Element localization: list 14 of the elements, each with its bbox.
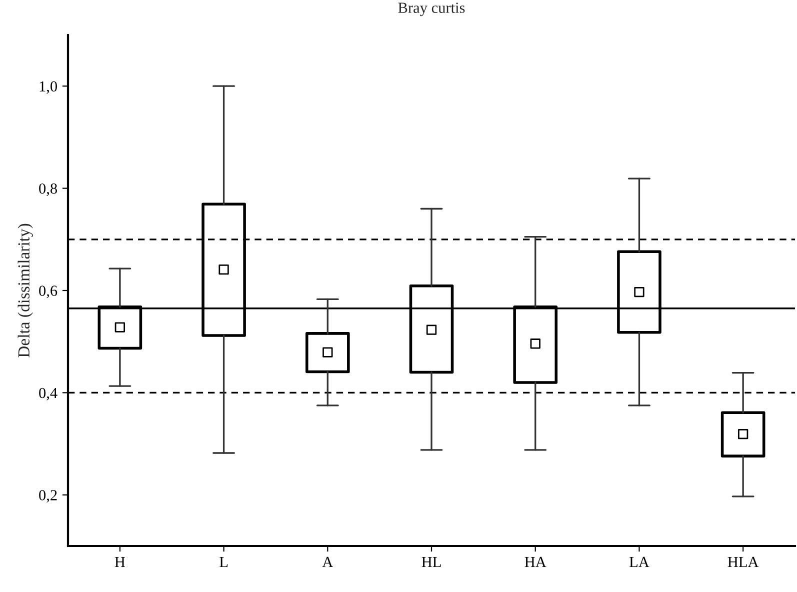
chart-title: Bray curtis [398,2,465,16]
x-tick-label: LA [629,556,650,568]
x-tick-label: HLA [728,556,759,568]
x-tick-label: L [220,557,228,568]
y-tick-label: 0,4 [39,388,58,400]
x-tick-label: A [322,556,334,568]
y-tick-label: 0,8 [39,183,57,196]
x-tick-label: HA [524,556,546,568]
y-axis-title: Delta (dissimilarity) [18,224,33,358]
y-tick-label: 1,0 [40,81,57,94]
y-tick-label: 0,2 [39,490,57,503]
x-tick-label: H [114,557,125,568]
x-tick-label: HL [422,557,441,568]
y-tick-label: 0,6 [39,286,58,298]
